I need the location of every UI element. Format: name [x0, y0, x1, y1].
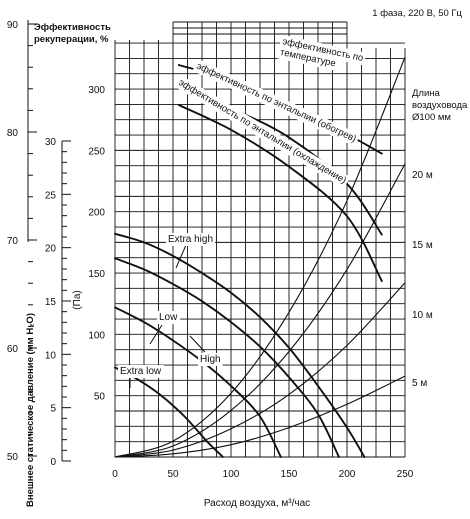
- fan-curve-leader: [175, 244, 187, 269]
- x-tick-label: 0: [112, 469, 118, 480]
- pressure-tick-label: 150: [88, 269, 105, 280]
- fan-curve-label-bg: [157, 311, 181, 324]
- x-tick-label: 200: [339, 469, 356, 480]
- duct-curve: [114, 163, 406, 458]
- pressure-tick-label: 300: [88, 85, 105, 96]
- mmh2o-tick-label: 5: [50, 404, 56, 415]
- duct-curve-label: 5 м: [412, 378, 427, 389]
- mmh2o-axis-label: Внешнее статическое давление (мм H₂O): [25, 313, 36, 507]
- mmh2o-tick-label: 0: [50, 457, 56, 468]
- fan-curve: [114, 257, 340, 458]
- fan-curve: [114, 306, 282, 458]
- duct-curve: [114, 375, 406, 458]
- efficiency-tick-label: 80: [7, 128, 19, 139]
- pressure-tick-label: 100: [88, 330, 105, 341]
- fan-curve-label-bg: [198, 353, 223, 366]
- pressure-tick-label: 250: [88, 146, 105, 157]
- efficiency-curve: [177, 104, 383, 282]
- mmh2o-tick-label: 15: [45, 297, 57, 308]
- x-tick-label: 250: [397, 469, 414, 480]
- pressure-unit-label: (Па): [72, 290, 83, 309]
- duct-length-label: Длина: [412, 88, 441, 99]
- efficiency-temp-label-bg: [276, 45, 339, 71]
- efficiency-axis-label: Эффективность: [34, 22, 111, 33]
- pressure-tick-label: 50: [94, 392, 106, 403]
- duct-curve-label: 10 м: [412, 310, 433, 321]
- x-tick-label: 150: [281, 469, 298, 480]
- duct-curve-label: 15 м: [412, 240, 433, 251]
- efficiency-heating-label-bg: [192, 58, 361, 147]
- duct-length-label: Ø100 мм: [412, 112, 451, 123]
- efficiency-tick-label: 90: [7, 20, 19, 31]
- mmh2o-tick-label: 25: [45, 190, 57, 201]
- fan-curve-leader: [189, 335, 206, 353]
- fan-curve: [114, 366, 224, 458]
- fan-curve-label-bg: [166, 233, 216, 246]
- mmh2o-tick-label: 20: [45, 244, 57, 255]
- mmh2o-tick-label: 30: [45, 137, 57, 148]
- efficiency-cooling-label-bg: [174, 75, 351, 189]
- duct-curve: [114, 282, 406, 458]
- mmh2o-tick-label: 10: [45, 350, 57, 361]
- fan-curve-leader: [149, 324, 163, 345]
- x-axis-label: Расход воздуха, м³/час: [204, 498, 310, 509]
- efficiency-tick-label: 70: [7, 236, 19, 247]
- fan-curve-label: High: [200, 354, 221, 365]
- pressure-tick-label: 200: [88, 208, 105, 219]
- efficiency-tick-label: 50: [7, 452, 19, 463]
- fan-curve-label-bg: [118, 365, 164, 378]
- x-tick-label: 100: [223, 469, 240, 480]
- chart-header: 1 фаза, 220 В, 50 Гц: [372, 8, 462, 19]
- efficiency-temp-label-bg: [279, 34, 367, 66]
- duct-curve: [114, 56, 406, 458]
- fan-curve-label: Extra high: [168, 234, 213, 245]
- duct-length-label: воздуховода: [412, 100, 468, 111]
- efficiency-axis-label: рекуперации, %: [34, 34, 109, 45]
- duct-curve-label: 20 м: [412, 170, 433, 181]
- fan-curve: [114, 232, 366, 458]
- fan-curve-label: Extra low: [120, 366, 162, 377]
- efficiency-tick-label: 60: [7, 344, 19, 355]
- x-tick-label: 50: [167, 469, 179, 480]
- fan-curve-label: Low: [159, 312, 178, 323]
